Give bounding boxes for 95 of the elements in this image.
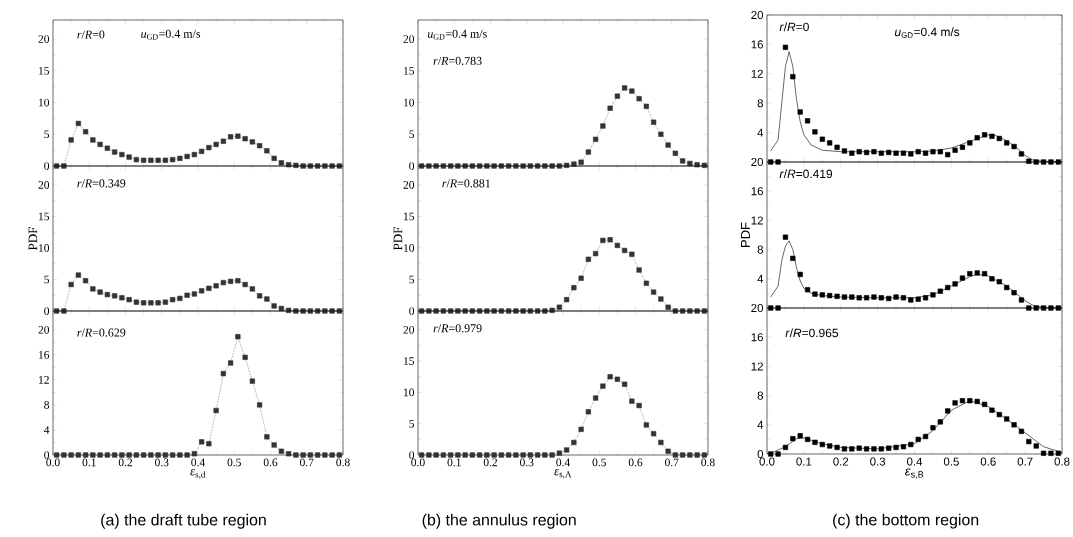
y-tick-label: 12 xyxy=(751,362,763,371)
x-tick-label: 0.1 xyxy=(82,458,96,467)
y-axis-title: PDF xyxy=(28,227,38,250)
y-tick-label: 0 xyxy=(44,451,50,459)
y-tick-label: 0 xyxy=(44,307,50,315)
x-tick-label: 0.0 xyxy=(759,457,775,466)
text: (c) the bottom region xyxy=(833,513,979,529)
y-tick-label: 0 xyxy=(409,162,415,170)
x-tick-label: 0.4 xyxy=(907,457,923,466)
y-tick-label: 8 xyxy=(44,401,50,409)
x-tick-label: 0.7 xyxy=(300,458,314,467)
y-tick-label: 12 xyxy=(751,216,763,225)
y-tick-label: 5 xyxy=(409,419,415,428)
annotation: u$_{GD}$=0.4 m/s xyxy=(894,27,960,38)
y-tick-label: 15 xyxy=(404,66,415,75)
y-tick-label: 4 xyxy=(43,426,50,434)
x-tick-label: 0.7 xyxy=(1017,457,1033,466)
x-tick-label: 0.5 xyxy=(943,457,959,466)
y-tick-label: 0 xyxy=(44,162,50,170)
y-tick-label: 20 xyxy=(751,157,764,167)
y-tick-label: 5 xyxy=(409,275,415,284)
y-tick-label: 20 xyxy=(38,325,50,334)
x-tick-label: 0.6 xyxy=(263,458,278,467)
y-tick-label: 10 xyxy=(404,98,415,107)
y-axis-title: PDF xyxy=(740,222,750,247)
text: (a) the draft tube region xyxy=(101,513,266,529)
y-tick-label: 16 xyxy=(751,40,763,49)
y-tick-label: 12 xyxy=(39,376,49,384)
x-tick-label: 0.6 xyxy=(980,457,996,466)
x-tick-label: 0.4 xyxy=(556,458,570,467)
y-tick-label: 20 xyxy=(751,303,764,313)
annotation: u$_{GD}$=0.4 m/s xyxy=(141,29,201,40)
y-tick-label: 10 xyxy=(404,244,415,252)
x-tick-label: 0.3 xyxy=(520,458,534,467)
annotation: r/R=0.629 xyxy=(77,328,126,337)
x-tick-label: 0.5 xyxy=(227,458,241,467)
x-tick-label: 0.3 xyxy=(155,458,169,467)
y-tick-label: 20 xyxy=(403,325,415,334)
x-tick-label: 0.1 xyxy=(447,458,461,467)
y-tick-label: 15 xyxy=(404,357,415,365)
annotation: r/R=0.783 xyxy=(433,56,482,65)
x-axis-title: ε$_{s,A}$ xyxy=(554,469,572,479)
x-tick-label: 0.8 xyxy=(336,458,350,467)
y-tick-label: 10 xyxy=(404,388,415,397)
x-tick-label: 0.0 xyxy=(46,458,60,467)
x-tick-label: 0.7 xyxy=(665,458,679,467)
y-tick-label: 12 xyxy=(751,69,763,78)
annotation: r/R=0.881 xyxy=(442,179,491,188)
annotation: r/R=0.979 xyxy=(433,324,482,333)
y-tick-label: 8 xyxy=(757,245,763,254)
annotation: r/R=0.965 xyxy=(785,328,839,338)
y-tick-label: 10 xyxy=(39,244,50,252)
x-tick-label: 0.2 xyxy=(483,458,498,467)
y-tick-label: 0 xyxy=(409,307,415,315)
x-tick-label: 0.0 xyxy=(411,458,425,467)
x-axis-title: ε$_{s,d}$ xyxy=(190,469,206,479)
annotation: r/R=0 xyxy=(779,22,809,32)
x-tick-label: 0.1 xyxy=(796,457,812,466)
y-tick-label: 4 xyxy=(757,420,764,429)
y-tick-label: 15 xyxy=(39,66,50,75)
x-tick-label: 0.5 xyxy=(592,458,606,467)
y-tick-label: 20 xyxy=(751,10,764,20)
x-axis-title: ε$_{s,B}$ xyxy=(905,468,924,479)
annotation: r/R=0.419 xyxy=(779,169,833,179)
annotation: r/R=0 xyxy=(77,30,105,39)
text: (b) the annulus region xyxy=(422,513,576,529)
y-tick-label: 8 xyxy=(757,391,763,400)
y-tick-label: 5 xyxy=(44,130,50,139)
y-axis-title: PDF xyxy=(393,227,403,250)
annotation: r/R=0.349 xyxy=(77,179,126,188)
y-tick-label: 16 xyxy=(39,350,50,359)
y-tick-label: 5 xyxy=(409,130,415,139)
y-tick-label: 4 xyxy=(757,128,764,137)
y-tick-label: 16 xyxy=(751,333,763,342)
y-tick-label: 20 xyxy=(38,181,50,189)
y-tick-label: 5 xyxy=(44,275,50,284)
x-tick-label: 0.2 xyxy=(833,457,849,466)
y-tick-label: 0 xyxy=(409,451,415,459)
annotation: u$_{GD}$=0.4 m/s xyxy=(427,29,487,40)
x-tick-label: 0.6 xyxy=(628,458,643,467)
x-tick-label: 0.3 xyxy=(870,457,886,466)
x-tick-label: 0.2 xyxy=(118,458,133,467)
y-tick-label: 8 xyxy=(757,99,763,108)
y-tick-label: 20 xyxy=(403,181,415,189)
y-tick-label: 15 xyxy=(404,212,415,221)
y-tick-label: 0 xyxy=(757,449,764,459)
y-tick-label: 20 xyxy=(403,35,415,43)
y-tick-label: 20 xyxy=(38,35,50,43)
x-tick-label: 0.4 xyxy=(191,458,205,467)
x-tick-label: 0.8 xyxy=(701,458,715,467)
y-tick-label: 4 xyxy=(757,274,764,283)
y-tick-label: 10 xyxy=(39,98,50,107)
y-tick-label: 15 xyxy=(39,212,50,221)
y-tick-label: 16 xyxy=(751,187,763,196)
x-tick-label: 0.8 xyxy=(1054,457,1070,466)
